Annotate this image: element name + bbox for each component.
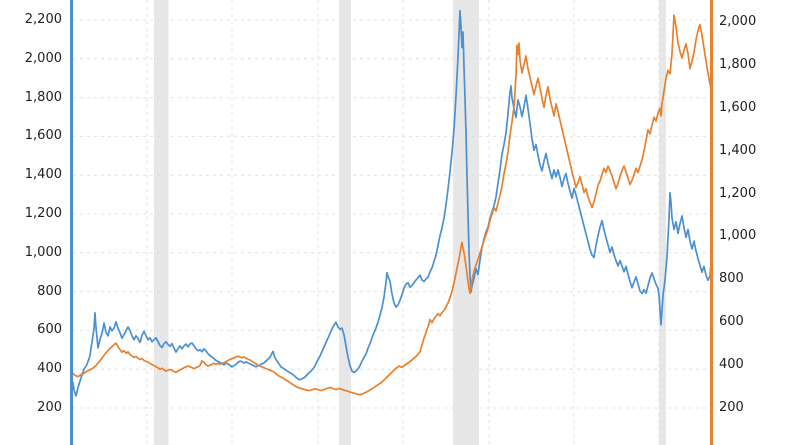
y-tick-right: 2,000 — [719, 14, 757, 29]
y-tick-left: 800 — [37, 283, 62, 299]
recession-band — [339, 0, 351, 445]
recession-band — [154, 0, 169, 445]
y-tick-right: 600 — [719, 314, 744, 330]
recession-band — [659, 0, 666, 445]
y-tick-left: 2,200 — [24, 12, 62, 27]
y-tick-right: 1,200 — [719, 185, 757, 201]
y-tick-left: 400 — [37, 361, 62, 377]
y-tick-right: 1,000 — [719, 228, 757, 244]
y-tick-right: 1,400 — [719, 142, 757, 158]
orange-line — [72, 14, 713, 396]
y-tick-right: 200 — [719, 400, 744, 415]
y-tick-right: 1,800 — [719, 56, 757, 72]
y-tick-left: 1,200 — [24, 206, 62, 221]
y-tick-left: 1,800 — [24, 89, 62, 105]
y-tick-left: 600 — [37, 322, 62, 338]
blue-line — [72, 9, 712, 397]
y-tick-right: 800 — [719, 271, 744, 287]
y-tick-left: 1,400 — [24, 167, 62, 183]
y-tick-left: 200 — [37, 400, 62, 415]
y-tick-left: 2,000 — [24, 50, 62, 66]
y-tick-right: 1,600 — [719, 99, 757, 115]
y-tick-right: 400 — [719, 357, 744, 373]
y-tick-left: 1,600 — [24, 128, 62, 144]
y-tick-left: 1,000 — [24, 244, 62, 260]
